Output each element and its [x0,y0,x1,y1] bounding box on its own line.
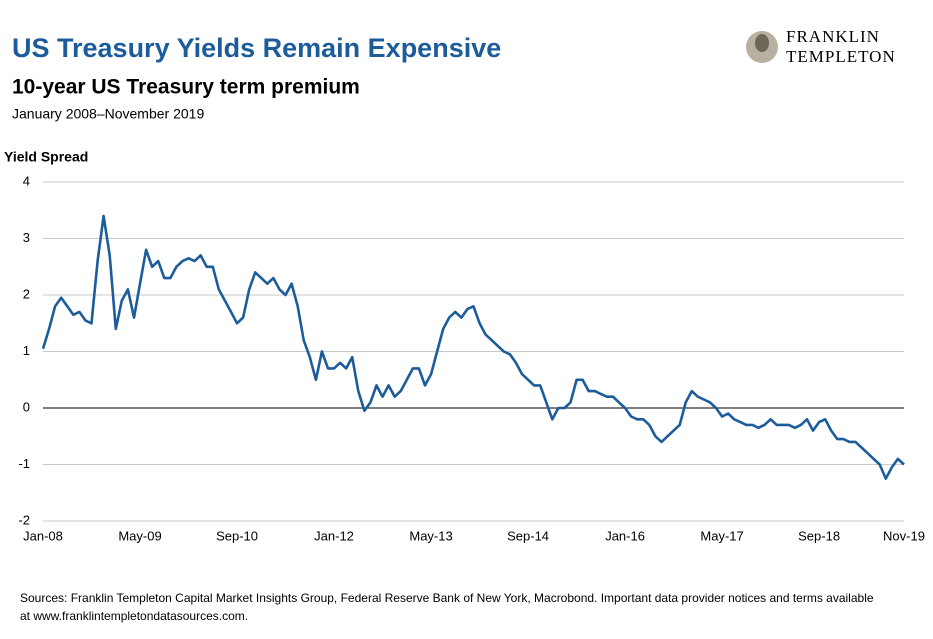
x-tick-label: Nov-19 [883,528,925,543]
brand-line: TEMPLETON [786,47,896,66]
x-tick-label: Jan-16 [605,528,645,543]
x-tick-label: May-13 [409,528,452,543]
x-tick-label: Jan-08 [23,528,63,543]
x-tick-label: Sep-14 [507,528,549,543]
x-tick-label: Jan-12 [314,528,354,543]
x-tick-label: Sep-18 [798,528,840,543]
x-tick-label: May-17 [700,528,743,543]
y-tick-label: 3 [23,230,30,245]
chart-title: 10-year US Treasury term premium [12,76,360,99]
y-tick-label: 4 [23,173,30,188]
y-tick-label: 1 [23,343,30,358]
footer-source: at www.franklintempletondatasources.com. [20,609,248,623]
data-line [41,214,905,480]
x-tick-label: May-09 [118,528,161,543]
y-tick-label: -1 [18,456,30,471]
logo: FRANKLIN TEMPLETON [746,27,896,66]
x-tick-label: Sep-10 [216,528,258,543]
y-axis-label: Yield Spread [4,149,88,165]
page-title: US Treasury Yields Remain Expensive [12,33,501,63]
footer-source: Sources: Franklin Templeton Capital Mark… [20,591,874,605]
chart-subtitle: January 2008–November 2019 [12,106,204,122]
y-tick-label: 0 [23,399,30,414]
logo-face [755,34,769,52]
brand-line: FRANKLIN [786,27,880,46]
y-tick-label: 2 [23,286,30,301]
y-tick-label: -2 [18,512,30,527]
